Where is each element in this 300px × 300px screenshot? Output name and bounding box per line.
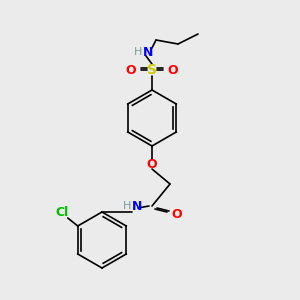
Text: H: H bbox=[123, 201, 131, 211]
Text: Cl: Cl bbox=[55, 206, 68, 218]
Text: S: S bbox=[147, 63, 157, 77]
Text: N: N bbox=[143, 46, 153, 59]
Text: O: O bbox=[147, 158, 157, 170]
Text: O: O bbox=[126, 64, 136, 76]
Text: O: O bbox=[172, 208, 182, 221]
Text: N: N bbox=[132, 200, 142, 212]
Text: H: H bbox=[134, 47, 142, 57]
Text: O: O bbox=[168, 64, 178, 76]
